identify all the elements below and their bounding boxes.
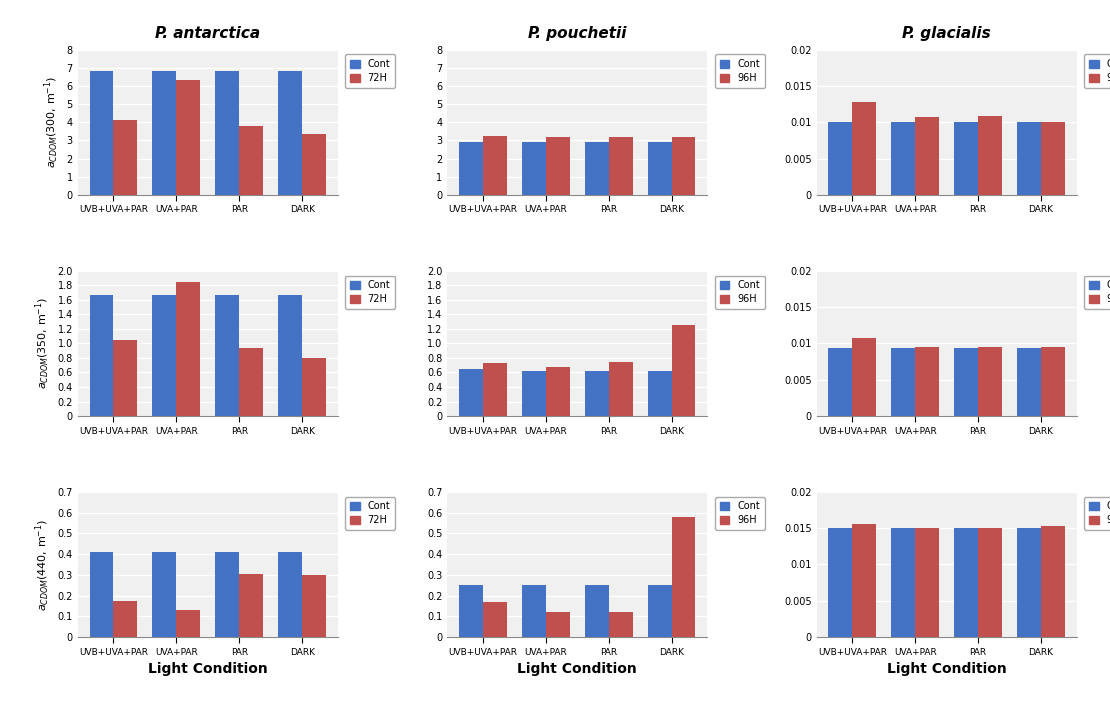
X-axis label: Light Condition: Light Condition [887,662,1007,676]
Bar [113,601,138,637]
Bar [608,362,633,416]
Bar [852,102,876,195]
Bar [90,295,113,416]
Bar [546,367,569,416]
Bar [302,134,326,195]
Bar [1041,347,1064,416]
Bar [152,552,176,637]
Y-axis label: $a_{CDOM}$(440, m$^{-1}$): $a_{CDOM}$(440, m$^{-1}$) [33,518,52,610]
Bar [215,72,240,195]
Bar [828,528,852,637]
Bar [955,528,978,637]
Bar [522,142,546,195]
Bar [458,369,483,416]
Bar [546,137,569,195]
Bar [302,575,326,637]
Title: P. glacialis: P. glacialis [902,26,991,42]
Bar [585,586,608,637]
Bar [240,348,263,416]
Bar [978,528,1002,637]
Bar [240,573,263,637]
Bar [978,117,1002,195]
Bar [672,137,696,195]
Bar [647,142,672,195]
Y-axis label: $a_{CDOM}$(350, m$^{-1}$): $a_{CDOM}$(350, m$^{-1}$) [33,297,52,389]
Bar [585,142,608,195]
Bar [240,126,263,195]
Bar [279,295,302,416]
Bar [483,363,507,416]
Bar [152,72,176,195]
Bar [1017,348,1041,416]
Bar [915,347,939,416]
Bar [215,295,240,416]
Bar [978,347,1002,416]
Bar [90,552,113,637]
Bar [279,552,302,637]
Bar [1041,122,1064,195]
Bar [852,338,876,416]
Bar [215,552,240,637]
Bar [915,118,939,195]
Bar [828,348,852,416]
Bar [483,136,507,195]
Bar [458,586,483,637]
Bar [522,586,546,637]
Bar [546,612,569,637]
Bar [828,122,852,195]
Bar [1041,526,1064,637]
Legend: Cont, 96H: Cont, 96H [715,496,765,530]
Y-axis label: $a_{CDOM}$(300, m$^{-1}$): $a_{CDOM}$(300, m$^{-1}$) [43,76,61,169]
Bar [955,348,978,416]
Bar [279,72,302,195]
Bar [672,325,696,416]
Bar [302,358,326,416]
Bar [915,528,939,637]
Bar [647,586,672,637]
Bar [1017,528,1041,637]
Bar [891,122,915,195]
Legend: Cont, 96H: Cont, 96H [1084,496,1110,530]
Bar [176,610,200,637]
X-axis label: Light Condition: Light Condition [517,662,637,676]
Bar [152,295,176,416]
Bar [891,348,915,416]
Legend: Cont, 96H: Cont, 96H [1084,275,1110,309]
Bar [852,525,876,637]
Bar [113,340,138,416]
Legend: Cont, 96H: Cont, 96H [715,275,765,309]
Bar [90,72,113,195]
Legend: Cont, 72H: Cont, 72H [345,275,395,309]
Legend: Cont, 72H: Cont, 72H [345,496,395,530]
Bar [522,371,546,416]
Title: P. antarctica: P. antarctica [155,26,261,42]
Legend: Cont, 72H: Cont, 72H [345,55,395,88]
Bar [647,371,672,416]
Bar [891,528,915,637]
Bar [113,120,138,195]
Bar [585,371,608,416]
Bar [176,81,200,195]
Title: P. pouchetii: P. pouchetii [528,26,626,42]
Bar [1017,122,1041,195]
Legend: Cont, 96H: Cont, 96H [715,55,765,88]
Bar [672,517,696,637]
Bar [458,142,483,195]
Bar [483,602,507,637]
Bar [955,122,978,195]
X-axis label: Light Condition: Light Condition [148,662,268,676]
Bar [176,282,200,416]
Bar [608,612,633,637]
Legend: Cont, 96H: Cont, 96H [1084,55,1110,88]
Bar [608,137,633,195]
